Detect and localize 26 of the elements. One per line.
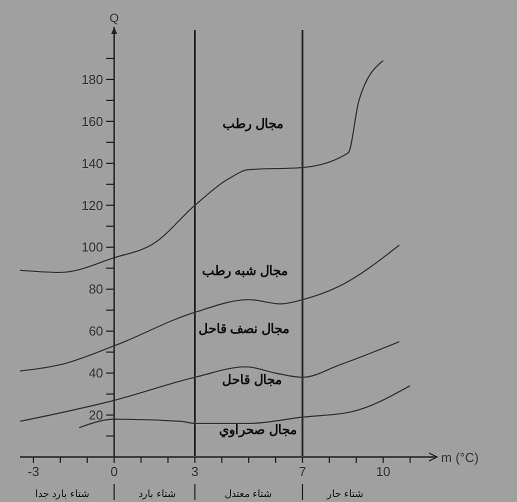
annotation: مجال قاحل: [222, 372, 282, 387]
y-tick-label: 140: [81, 156, 104, 171]
y-tick-label: 100: [81, 240, 104, 255]
y-tick-label: 180: [81, 72, 104, 87]
annotation: مجال رطب: [222, 116, 284, 132]
x-tick-label: 0: [110, 464, 118, 479]
line-series: [19, 341, 400, 422]
text: شتاء بارد جدا: [35, 489, 89, 500]
x-tick-label: 3: [191, 464, 198, 479]
x-tick-label: 10: [376, 464, 390, 479]
y-tick-label: 80: [88, 282, 104, 297]
y-tick-label: 60: [88, 324, 104, 339]
text: شتاء حار: [326, 489, 363, 500]
text: شتاء معتدل: [224, 489, 272, 500]
y-tick-label: 160: [81, 114, 104, 129]
x-tick-label: -3: [28, 464, 40, 479]
y-tick-label: 40: [88, 366, 104, 381]
annotation: مجال شبه رطب: [202, 263, 288, 279]
y-axis-title: Q: [109, 11, 119, 25]
x-tick-label: 7: [298, 464, 306, 479]
y-tick-label: 20: [88, 408, 104, 423]
text: شتاء بارد: [138, 489, 176, 500]
annotation: مجال صحراوي: [219, 422, 297, 438]
y-tick-label: 120: [81, 198, 104, 213]
x-axis-title: m (°C): [441, 450, 479, 465]
annotation: مجال نصف قاحل: [198, 321, 290, 336]
